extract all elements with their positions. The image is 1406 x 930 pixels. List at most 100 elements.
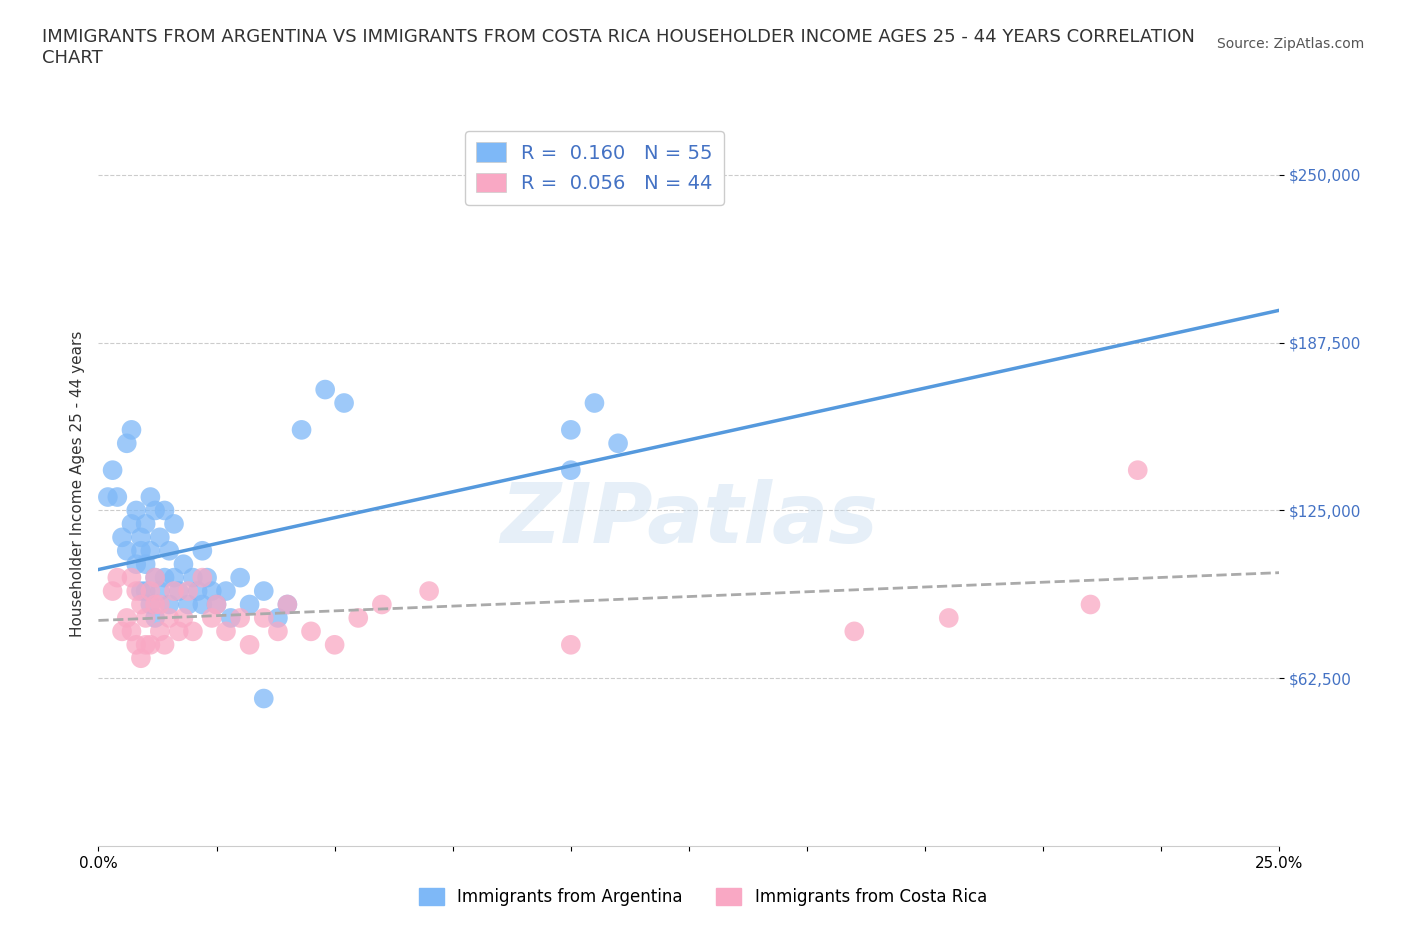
Point <box>121 624 143 639</box>
Point <box>323 637 346 652</box>
Point <box>139 489 162 504</box>
Point <box>276 597 298 612</box>
Point <box>135 516 157 531</box>
Point <box>195 570 218 585</box>
Point <box>267 610 290 625</box>
Text: IMMIGRANTS FROM ARGENTINA VS IMMIGRANTS FROM COSTA RICA HOUSEHOLDER INCOME AGES : IMMIGRANTS FROM ARGENTINA VS IMMIGRANTS … <box>42 28 1195 67</box>
Point <box>290 422 312 437</box>
Point <box>121 570 143 585</box>
Point <box>157 543 180 558</box>
Point <box>139 637 162 652</box>
Point <box>201 584 224 599</box>
Point <box>1126 463 1149 478</box>
Point <box>163 570 186 585</box>
Text: ZIPatlas: ZIPatlas <box>501 479 877 561</box>
Point <box>215 624 238 639</box>
Point <box>191 597 214 612</box>
Point <box>143 610 166 625</box>
Text: Source: ZipAtlas.com: Source: ZipAtlas.com <box>1216 37 1364 51</box>
Point <box>101 584 124 599</box>
Point <box>143 570 166 585</box>
Point <box>239 597 262 612</box>
Point <box>191 570 214 585</box>
Point <box>201 610 224 625</box>
Point <box>135 557 157 572</box>
Point <box>276 597 298 612</box>
Point <box>129 584 152 599</box>
Point <box>115 436 138 451</box>
Point <box>1080 597 1102 612</box>
Point <box>139 543 162 558</box>
Point <box>560 422 582 437</box>
Point <box>253 691 276 706</box>
Point <box>143 570 166 585</box>
Point <box>205 597 228 612</box>
Point <box>139 597 162 612</box>
Point <box>121 422 143 437</box>
Point <box>253 584 276 599</box>
Point <box>149 597 172 612</box>
Point <box>607 436 630 451</box>
Point <box>121 516 143 531</box>
Point <box>129 543 152 558</box>
Point <box>191 543 214 558</box>
Point <box>115 543 138 558</box>
Point <box>172 557 194 572</box>
Point <box>560 463 582 478</box>
Point <box>135 584 157 599</box>
Point <box>167 584 190 599</box>
Point <box>347 610 370 625</box>
Point <box>101 463 124 478</box>
Point <box>163 516 186 531</box>
Point <box>229 570 252 585</box>
Point <box>135 610 157 625</box>
Point <box>111 530 134 545</box>
Point <box>314 382 336 397</box>
Point <box>129 651 152 666</box>
Point <box>172 610 194 625</box>
Point <box>125 557 148 572</box>
Point <box>153 637 176 652</box>
Point <box>267 624 290 639</box>
Point <box>167 624 190 639</box>
Point <box>135 637 157 652</box>
Legend: R =  0.160   N = 55, R =  0.056   N = 44: R = 0.160 N = 55, R = 0.056 N = 44 <box>464 130 724 205</box>
Point <box>560 637 582 652</box>
Point <box>105 489 128 504</box>
Point <box>143 597 166 612</box>
Point <box>219 610 242 625</box>
Point <box>153 503 176 518</box>
Point <box>844 624 866 639</box>
Point <box>149 530 172 545</box>
Point <box>139 584 162 599</box>
Point <box>129 597 152 612</box>
Point <box>149 624 172 639</box>
Point <box>163 584 186 599</box>
Point <box>125 503 148 518</box>
Point <box>181 570 204 585</box>
Point <box>111 624 134 639</box>
Point <box>253 610 276 625</box>
Point <box>125 584 148 599</box>
Point <box>938 610 960 625</box>
Point <box>143 503 166 518</box>
Point <box>205 597 228 612</box>
Point <box>333 395 356 410</box>
Point <box>177 584 200 599</box>
Point <box>215 584 238 599</box>
Point <box>418 584 440 599</box>
Point <box>105 570 128 585</box>
Point <box>177 597 200 612</box>
Point <box>229 610 252 625</box>
Point <box>157 597 180 612</box>
Point <box>239 637 262 652</box>
Legend: Immigrants from Argentina, Immigrants from Costa Rica: Immigrants from Argentina, Immigrants fr… <box>412 881 994 912</box>
Point <box>149 584 172 599</box>
Point <box>97 489 120 504</box>
Point <box>157 610 180 625</box>
Point <box>129 530 152 545</box>
Point <box>153 570 176 585</box>
Point <box>125 637 148 652</box>
Point <box>299 624 322 639</box>
Point <box>187 584 209 599</box>
